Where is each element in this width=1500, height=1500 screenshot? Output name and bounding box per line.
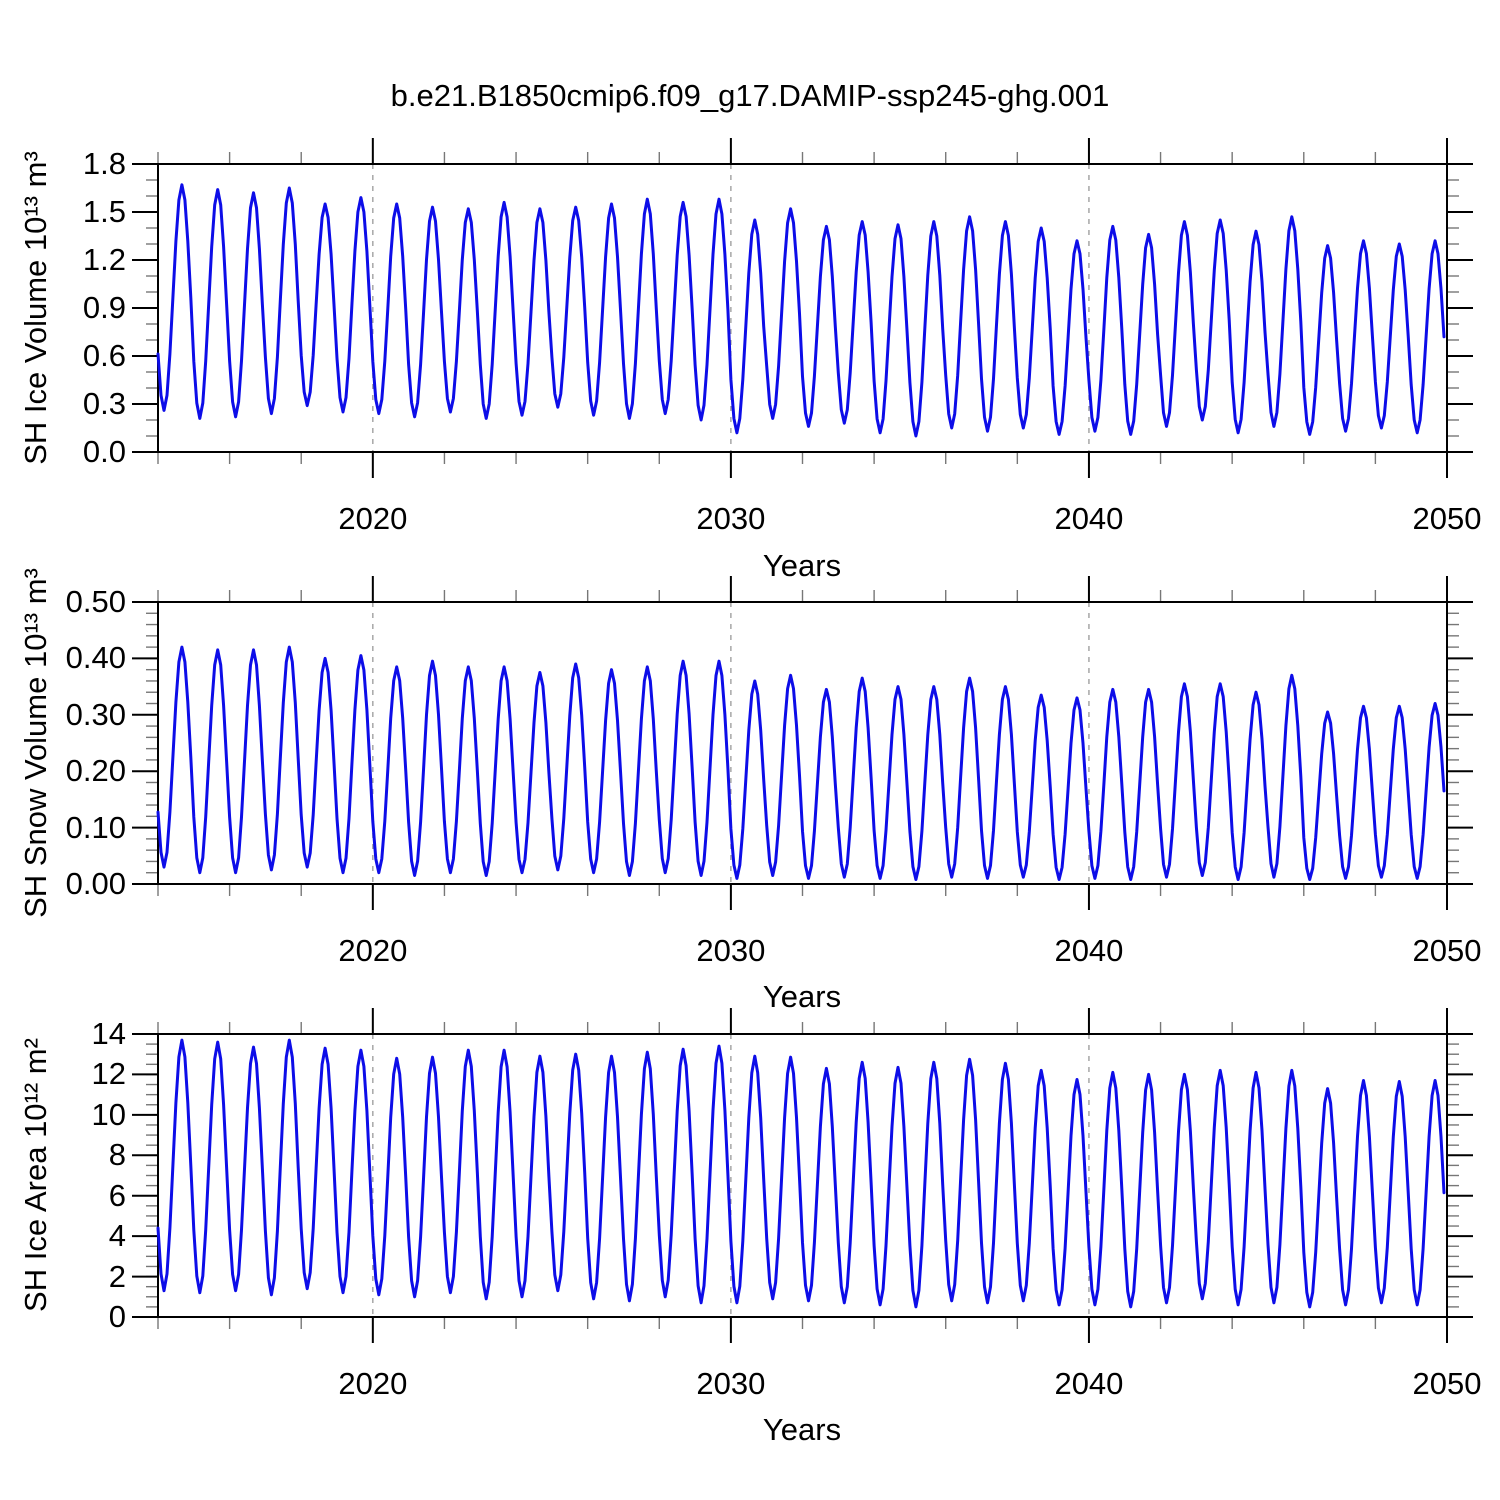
axis-frame-ice-area [157,1033,1448,1318]
y-tick-label: 12 [91,1056,126,1092]
y-tick-label: 2 [108,1258,126,1294]
series-line-ice-area [156,1038,1446,1309]
x-tick-label: 2020 [338,1366,408,1401]
x-tick-label: 2020 [338,501,408,536]
x-tick-label: 2040 [1054,501,1124,536]
y-tick-label: 0 [108,1299,126,1334]
y-tick-label: 8 [108,1137,126,1173]
axis-frame-snow-volume [157,601,1448,885]
x-tick-label: 2030 [696,501,766,536]
chart-title: b.e21.B1850cmip6.f09_g17.DAMIP-ssp245-gh… [390,78,1110,113]
series-line-snow-volume [156,645,1446,881]
y-tick-label: 0.9 [82,290,126,325]
y-tick-label: 0.00 [65,866,126,901]
x-tick-label: 2050 [1412,501,1482,536]
y-tick-label: 6 [108,1177,126,1213]
y-tick-label: 1.5 [82,194,126,229]
y-tick-label: 1.2 [82,242,126,277]
x-axis-label-years-1: Years [762,548,842,583]
x-tick-label: 2040 [1054,1366,1124,1401]
y-tick-label: 0.0 [82,434,126,469]
x-tick-label: 2050 [1412,933,1482,968]
x-axis-label-years-3: Years [762,1412,842,1447]
y-tick-label: 0.30 [65,696,126,732]
x-tick-label: 2030 [696,933,766,968]
y-tick-label: 0.6 [82,338,126,373]
y-tick-label: 14 [91,1016,126,1051]
y-tick-label: 10 [91,1096,126,1132]
y-tick-label: 0.20 [65,753,126,789]
x-tick-label: 2050 [1412,1366,1482,1401]
y-tick-label: 1.8 [82,146,126,181]
x-tick-label: 2040 [1054,933,1124,968]
y-tick-label: 0.40 [65,640,126,676]
x-tick-label: 2020 [338,933,408,968]
axis-frame-ice-volume [157,163,1448,453]
y-tick-label: 0.3 [82,386,126,421]
y-tick-label: 4 [108,1218,126,1254]
y-tick-label: 0.10 [65,809,126,845]
x-tick-label: 2030 [696,1366,766,1401]
series-line-ice-volume [156,183,1446,438]
x-axis-label-years-2: Years [762,979,842,1014]
y-tick-label: 0.50 [65,584,126,619]
